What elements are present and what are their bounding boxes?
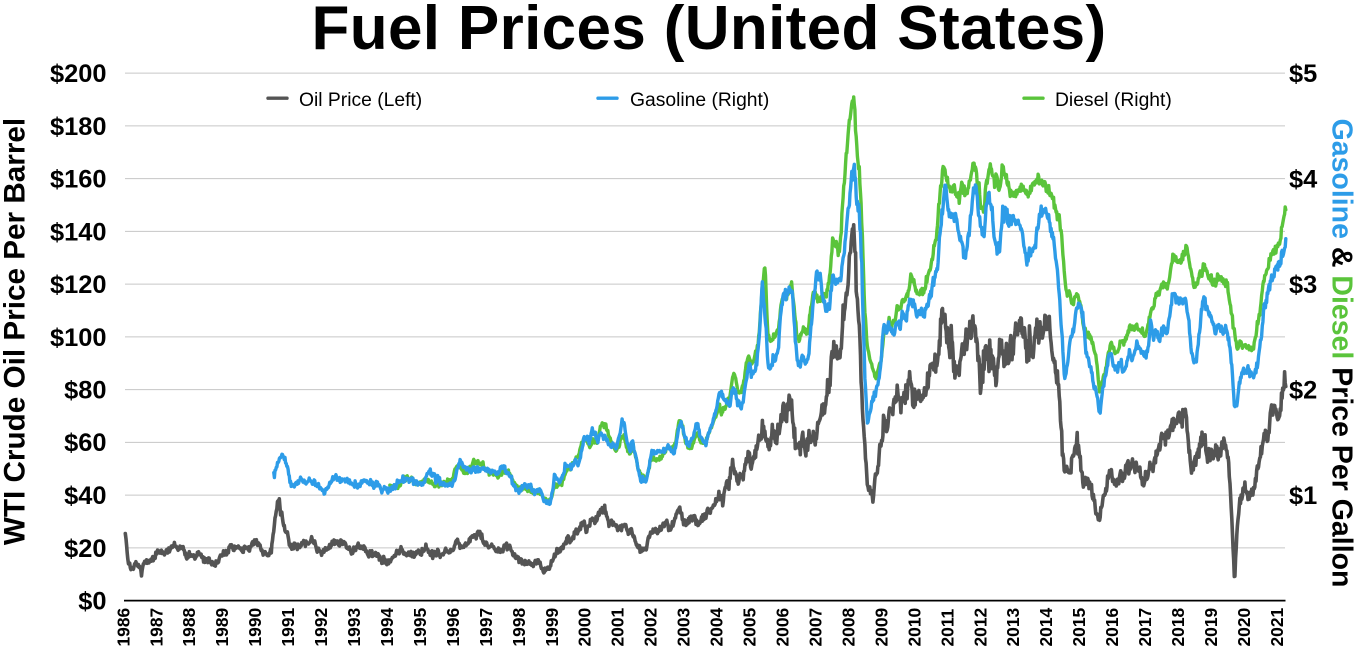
svg-text:2017: 2017 [1135, 608, 1155, 647]
svg-text:$40: $40 [64, 482, 106, 510]
svg-text:1997: 1997 [476, 608, 496, 647]
svg-text:2005: 2005 [740, 607, 760, 646]
svg-text:1996: 1996 [443, 607, 463, 646]
svg-text:2014: 2014 [1036, 607, 1056, 646]
svg-text:$20: $20 [64, 535, 106, 563]
svg-text:Gasoline & Diesel Price Per Ga: Gasoline & Diesel Price Per Gallon [1326, 119, 1358, 588]
svg-text:1993: 1993 [344, 607, 364, 646]
svg-text:$2: $2 [1289, 377, 1317, 405]
svg-text:$180: $180 [50, 113, 106, 141]
svg-text:2004: 2004 [707, 607, 727, 646]
svg-text:2009: 2009 [871, 607, 891, 646]
svg-text:1988: 1988 [179, 607, 199, 646]
svg-text:$3: $3 [1289, 271, 1317, 299]
svg-text:Fuel Prices (United States): Fuel Prices (United States) [312, 0, 1107, 63]
svg-text:$140: $140 [50, 218, 106, 246]
svg-text:Diesel (Right): Diesel (Right) [1055, 90, 1172, 111]
svg-text:Oil Price (Left): Oil Price (Left) [299, 90, 422, 111]
svg-text:2019: 2019 [1201, 607, 1221, 646]
svg-text:$1: $1 [1289, 482, 1317, 510]
svg-text:2018: 2018 [1168, 607, 1188, 646]
svg-text:1992: 1992 [311, 608, 331, 647]
svg-text:1991: 1991 [278, 607, 298, 646]
svg-text:2001: 2001 [608, 607, 628, 646]
svg-text:2010: 2010 [904, 608, 924, 647]
svg-text:1994: 1994 [377, 607, 397, 646]
svg-text:2007: 2007 [806, 608, 826, 647]
svg-text:1999: 1999 [542, 607, 562, 646]
svg-text:$60: $60 [64, 429, 106, 457]
svg-text:2008: 2008 [838, 607, 858, 646]
svg-text:$5: $5 [1289, 60, 1317, 88]
svg-text:2002: 2002 [641, 608, 661, 647]
svg-text:$100: $100 [50, 324, 106, 352]
svg-text:1995: 1995 [410, 607, 430, 646]
svg-text:$4: $4 [1289, 166, 1317, 194]
svg-text:2011: 2011 [937, 608, 957, 646]
svg-text:2000: 2000 [575, 608, 595, 647]
svg-text:2020: 2020 [1234, 608, 1254, 647]
svg-text:2015: 2015 [1069, 607, 1089, 646]
svg-text:2013: 2013 [1003, 607, 1023, 646]
svg-text:$160: $160 [50, 166, 106, 194]
svg-text:1986: 1986 [113, 607, 133, 646]
svg-text:2006: 2006 [773, 607, 793, 646]
svg-text:1998: 1998 [509, 607, 529, 646]
svg-text:2003: 2003 [674, 607, 694, 646]
svg-text:$200: $200 [50, 60, 106, 88]
svg-text:2021: 2021 [1267, 607, 1287, 646]
svg-text:$80: $80 [64, 377, 106, 405]
svg-text:Gasoline (Right): Gasoline (Right) [630, 90, 769, 111]
svg-text:$0: $0 [78, 588, 106, 616]
svg-text:2012: 2012 [970, 608, 990, 647]
svg-text:WTI Crude Oil Price Per Barrel: WTI Crude Oil Price Per Barrel [0, 118, 32, 545]
svg-text:1989: 1989 [212, 607, 232, 646]
svg-text:2016: 2016 [1102, 607, 1122, 646]
svg-text:1990: 1990 [245, 608, 265, 647]
svg-text:1987: 1987 [146, 608, 166, 647]
svg-text:$120: $120 [50, 271, 106, 299]
